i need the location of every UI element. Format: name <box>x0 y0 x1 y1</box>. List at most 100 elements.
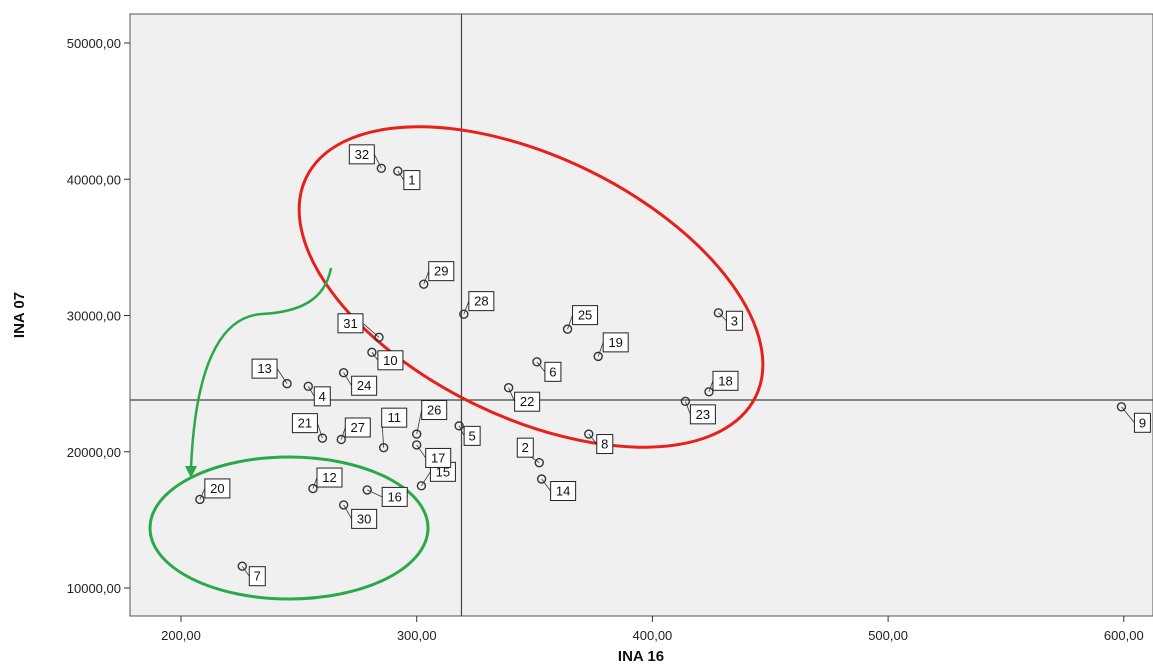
data-point-marker <box>534 457 544 468</box>
data-label-box <box>572 305 599 326</box>
data-label-box <box>544 361 562 382</box>
data-point-marker <box>536 474 547 484</box>
data-label-leader <box>588 433 598 445</box>
x-axis-title: INA 16 <box>618 648 664 665</box>
data-label-box <box>468 291 495 312</box>
data-label: 30 <box>357 511 371 526</box>
data-point-9: 9 <box>1116 402 1151 433</box>
data-label-leader <box>508 387 515 402</box>
data-point-marker <box>367 347 377 357</box>
data-label-box <box>550 481 577 501</box>
data-label-leader <box>199 488 206 500</box>
data-point-31: 31 <box>337 313 384 342</box>
data-point-10: 10 <box>367 347 404 371</box>
data-label-leader <box>312 477 318 489</box>
data-label-leader <box>371 352 379 361</box>
data-label-leader <box>373 154 382 169</box>
data-label: 22 <box>520 394 534 409</box>
data-label-leader <box>685 401 691 415</box>
y-tick-label: 20000,00 <box>67 445 121 460</box>
data-label: 24 <box>357 378 371 393</box>
data-label: 20 <box>210 481 224 496</box>
data-point-14: 14 <box>536 474 577 501</box>
data-label-box <box>1133 412 1151 433</box>
data-label: 16 <box>387 489 401 504</box>
data-label-box <box>514 391 541 412</box>
data-label: 27 <box>351 420 365 435</box>
data-label-box <box>463 425 481 446</box>
data-point-20: 20 <box>195 478 231 505</box>
data-point-22: 22 <box>503 383 541 412</box>
data-label: 18 <box>718 373 732 388</box>
data-label-box <box>602 332 629 353</box>
y-tick-label: 50000,00 <box>67 36 121 51</box>
data-point-marker <box>393 166 403 176</box>
data-point-marker <box>416 481 427 491</box>
x-tick-label: 200,00 <box>161 628 201 643</box>
data-point-19: 19 <box>593 332 629 362</box>
red-cluster-ellipse <box>297 125 765 449</box>
y-tick-label: 30000,00 <box>67 309 121 324</box>
data-point-marker <box>454 421 464 431</box>
data-point-marker <box>336 434 346 445</box>
data-label: 23 <box>696 407 710 422</box>
data-label-leader <box>421 471 431 487</box>
data-label: 21 <box>298 416 312 431</box>
data-point-marker <box>374 332 384 342</box>
data-label: 7 <box>254 569 261 584</box>
y-tick-label: 10000,00 <box>67 581 121 596</box>
green-arrow-line <box>189 267 333 469</box>
data-label: 8 <box>601 437 608 452</box>
data-label: 19 <box>608 335 622 350</box>
data-point-16: 16 <box>362 485 408 507</box>
data-label: 3 <box>731 313 738 328</box>
plot-area <box>129 13 1153 617</box>
data-point-11: 11 <box>379 407 408 453</box>
data-point-marker <box>503 383 514 393</box>
data-label-box <box>381 407 408 428</box>
data-point-29: 29 <box>419 261 455 289</box>
data-label-box <box>316 467 343 488</box>
data-label: 32 <box>355 147 369 162</box>
data-label-box <box>204 478 231 499</box>
y-axis-title: INA 07 <box>11 292 28 338</box>
data-point-2: 2 <box>516 437 544 468</box>
data-point-marker <box>237 561 247 571</box>
data-point-27: 27 <box>336 417 371 445</box>
data-point-marker <box>1116 402 1127 412</box>
data-label-box <box>725 310 743 331</box>
data-label-leader <box>423 271 430 285</box>
data-label-box <box>337 313 364 334</box>
data-point-marker <box>584 429 594 439</box>
data-label-box <box>351 508 378 529</box>
data-point-6: 6 <box>532 357 562 382</box>
data-point-13: 13 <box>251 358 292 389</box>
data-label-leader <box>567 314 573 330</box>
data-label-box <box>348 144 375 165</box>
data-point-17: 17 <box>412 440 452 468</box>
data-point-marker <box>338 368 349 378</box>
data-label-box <box>428 261 455 282</box>
x-tick-label: 400,00 <box>633 628 673 643</box>
data-label-leader <box>343 372 352 386</box>
y-tick-label: 40000,00 <box>67 172 121 187</box>
data-label-leader <box>276 368 288 384</box>
data-point-7: 7 <box>237 561 266 587</box>
data-label-leader <box>1121 406 1135 424</box>
data-label: 12 <box>322 470 336 485</box>
data-point-marker <box>303 381 313 392</box>
data-point-marker <box>680 396 691 407</box>
data-label-leader <box>416 444 427 459</box>
data-point-marker <box>412 440 422 450</box>
data-label-leader <box>708 380 714 392</box>
data-label-leader <box>458 425 465 437</box>
data-label-leader <box>718 312 727 322</box>
data-point-marker <box>562 324 573 334</box>
data-point-28: 28 <box>459 291 495 319</box>
data-point-5: 5 <box>454 421 481 446</box>
data-label-leader <box>397 170 405 181</box>
data-label-leader <box>307 386 315 397</box>
data-point-30: 30 <box>338 500 378 529</box>
data-label: 6 <box>549 364 556 379</box>
data-label: 1 <box>408 173 415 188</box>
